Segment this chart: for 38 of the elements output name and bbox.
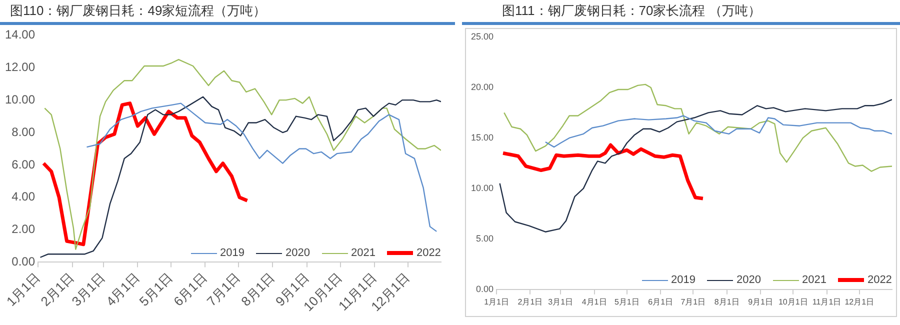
y-tick-label: 12.00 — [5, 60, 36, 74]
y-tick-label: 0.00 — [12, 254, 36, 269]
x-tick-label: 2月1日 — [518, 297, 543, 306]
x-tick-label: 3月1日 — [548, 297, 574, 306]
legend-label: 2022 — [416, 247, 441, 260]
x-tick-label: 10月1日 — [778, 297, 808, 306]
y-tick-label: 4.00 — [12, 190, 36, 204]
x-tick-label: 6月1日 — [648, 297, 674, 306]
legend-label: 2020 — [285, 247, 310, 260]
y-tick-label: 0.00 — [476, 284, 494, 294]
x-tick-label: 1月1日 — [3, 270, 43, 310]
y-tick-label: 5.00 — [476, 233, 494, 244]
x-tick-label: 5月1日 — [614, 297, 640, 306]
x-tick-label: 9月1日 — [748, 297, 773, 306]
legend-label: 2021 — [802, 274, 826, 286]
x-tick-label: 1月1日 — [484, 297, 509, 306]
legend-label: 2021 — [350, 247, 376, 260]
y-tick-label: 6.00 — [12, 157, 36, 172]
y-tick-label: 15.00 — [470, 132, 494, 142]
chart-title: 图110：钢厂废钢日耗：49家短流程（万吨） — [0, 0, 455, 25]
legend-label: 2020 — [736, 274, 761, 286]
y-tick-label: 8.00 — [12, 124, 36, 139]
y-tick-label: 10.00 — [470, 182, 494, 193]
x-tick-label: 11月1日 — [812, 297, 842, 306]
y-tick-label: 14.00 — [5, 28, 36, 42]
x-tick-label: 7月1日 — [680, 297, 706, 306]
legend-label: 2019 — [220, 247, 244, 260]
y-tick-label: 10.00 — [5, 92, 36, 106]
x-tick-label: 8月1日 — [238, 270, 278, 310]
x-tick-label: 4月1日 — [582, 297, 607, 306]
x-tick-label: 12月1日 — [844, 297, 874, 306]
legend-label: 2022 — [867, 274, 892, 286]
x-tick-label: 8月1日 — [714, 297, 740, 306]
y-tick-label: 2.00 — [12, 222, 36, 236]
y-tick-label: 20.00 — [470, 82, 494, 92]
chart-title: 图111：钢厂废钢日耗：70家长流程 （万吨） — [462, 0, 900, 25]
y-tick-label: 25.00 — [470, 31, 494, 42]
legend-label: 2019 — [671, 274, 696, 286]
